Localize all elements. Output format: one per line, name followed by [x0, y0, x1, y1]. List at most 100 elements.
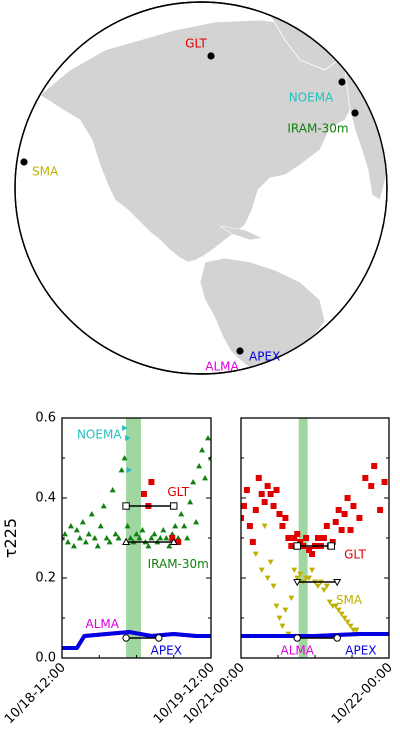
- point-glt-11: [270, 503, 277, 509]
- point-iram-30m-21: [121, 455, 128, 461]
- point-glt-38: [350, 503, 357, 509]
- point-iram-30m-5: [73, 527, 80, 533]
- point-sma-0: [252, 551, 259, 557]
- point-iram-30m-34: [160, 527, 167, 533]
- point-sma-3: [264, 575, 271, 581]
- point-iram-30m-23: [127, 535, 134, 541]
- point-iram-30m-17: [109, 487, 116, 493]
- point-glt-20: [297, 539, 304, 545]
- point-iram-30m-3: [67, 523, 74, 529]
- point-glt-28: [320, 535, 327, 541]
- point-glt-34: [338, 527, 345, 533]
- station-marker-sma: [20, 158, 28, 166]
- point-glt-3: [169, 535, 176, 541]
- station-label-sma: SMA: [32, 165, 59, 179]
- point-iram-30m-47: [199, 447, 206, 453]
- point-iram-30m-7: [79, 519, 86, 525]
- point-glt-31: [329, 539, 336, 545]
- point-iram-30m-44: [190, 479, 197, 485]
- point-glt-1: [241, 503, 247, 509]
- point-iram-30m-40: [178, 511, 185, 517]
- series-sma: [252, 523, 360, 637]
- caribbean-landmass: [219, 225, 263, 241]
- point-iram-30m-31: [151, 531, 158, 537]
- point-iram-30m-8: [82, 539, 89, 545]
- point-iram-30m-19: [115, 535, 122, 541]
- point-iram-30m-1: [62, 531, 68, 537]
- series-glt: [241, 463, 388, 557]
- point-iram-30m-20: [118, 467, 125, 473]
- point-sma-17: [306, 575, 313, 581]
- point-noema-2: [126, 467, 133, 473]
- y-tick-label: 0.0: [35, 651, 56, 666]
- median-bar-start-marker: [293, 634, 301, 642]
- median-bar-start-marker: [293, 578, 302, 587]
- point-glt-19: [294, 531, 301, 537]
- point-sma-12: [291, 567, 298, 573]
- point-iram-30m-25: [133, 531, 140, 537]
- point-iram-30m-22: [124, 523, 131, 529]
- point-iram-30m-48: [202, 475, 209, 481]
- point-glt-16: [285, 535, 292, 541]
- median-bar-alma: [122, 634, 163, 642]
- point-sma-26: [332, 603, 339, 609]
- globe-map: GLT NOEMA IRAM-30m SMA ALMA APEX: [14, 1, 388, 375]
- median-bar-end-marker: [333, 578, 342, 587]
- point-sma-31: [347, 623, 354, 629]
- point-sma-2: [261, 523, 268, 529]
- point-glt-9: [264, 483, 271, 489]
- series-label-apex: APEX: [345, 643, 376, 657]
- point-iram-30m-2: [64, 539, 71, 545]
- point-iram-30m-11: [91, 535, 98, 541]
- y-tick-label: 0.6: [35, 411, 56, 426]
- point-sma-29: [341, 615, 348, 621]
- point-glt-41: [368, 483, 375, 489]
- point-sma-24: [326, 599, 333, 605]
- point-sma-13: [294, 575, 301, 581]
- point-iram-30m-12: [94, 543, 101, 549]
- point-iram-30m-38: [172, 523, 179, 529]
- point-glt-17: [288, 543, 295, 549]
- point-glt-2: [148, 479, 155, 485]
- point-glt-18: [291, 535, 298, 541]
- point-iram-30m-43: [187, 499, 194, 505]
- point-glt-10: [267, 491, 274, 497]
- point-iram-30m-18: [112, 531, 119, 537]
- median-bar-glt: [122, 502, 178, 510]
- point-glt-22: [303, 535, 310, 541]
- point-iram-30m-14: [100, 503, 107, 509]
- point-sma-18: [309, 567, 316, 573]
- point-sma-30: [344, 619, 351, 625]
- point-iram-30m-33: [157, 535, 164, 541]
- point-iram-30m-16: [106, 539, 113, 545]
- x-tick-label: 10/22-00:00: [329, 660, 396, 727]
- point-sma-11: [288, 595, 295, 601]
- median-bar-start-marker: [293, 542, 301, 550]
- point-sma-1: [258, 567, 265, 573]
- median-bar-end-marker: [169, 537, 178, 546]
- point-iram-30m-30: [148, 535, 155, 541]
- point-iram-30m-15: [103, 535, 110, 541]
- point-glt-36: [344, 495, 351, 501]
- point-glt-8: [261, 499, 268, 505]
- median-bar-alma: [293, 634, 341, 642]
- median-bar-end-marker: [333, 634, 341, 642]
- median-bar-end-marker: [170, 502, 178, 510]
- point-noema-0: [122, 425, 128, 431]
- point-glt-7: [258, 491, 265, 497]
- point-iram-30m-27: [139, 527, 146, 533]
- point-glt-29: [323, 523, 330, 529]
- station-marker-iram-30m: [351, 109, 359, 117]
- point-glt-35: [341, 511, 348, 517]
- point-glt-15: [282, 515, 289, 521]
- point-iram-30m-45: [193, 519, 200, 525]
- point-iram-30m-13: [97, 523, 104, 529]
- station-marker-glt: [207, 52, 215, 60]
- point-noema-1: [125, 435, 131, 441]
- station-label-iram-30m: IRAM-30m: [287, 122, 348, 136]
- point-sma-5: [270, 583, 277, 589]
- median-bar-start-marker: [122, 502, 130, 510]
- series-label-noema: NOEMA: [77, 427, 122, 441]
- point-sma-14: [297, 571, 304, 577]
